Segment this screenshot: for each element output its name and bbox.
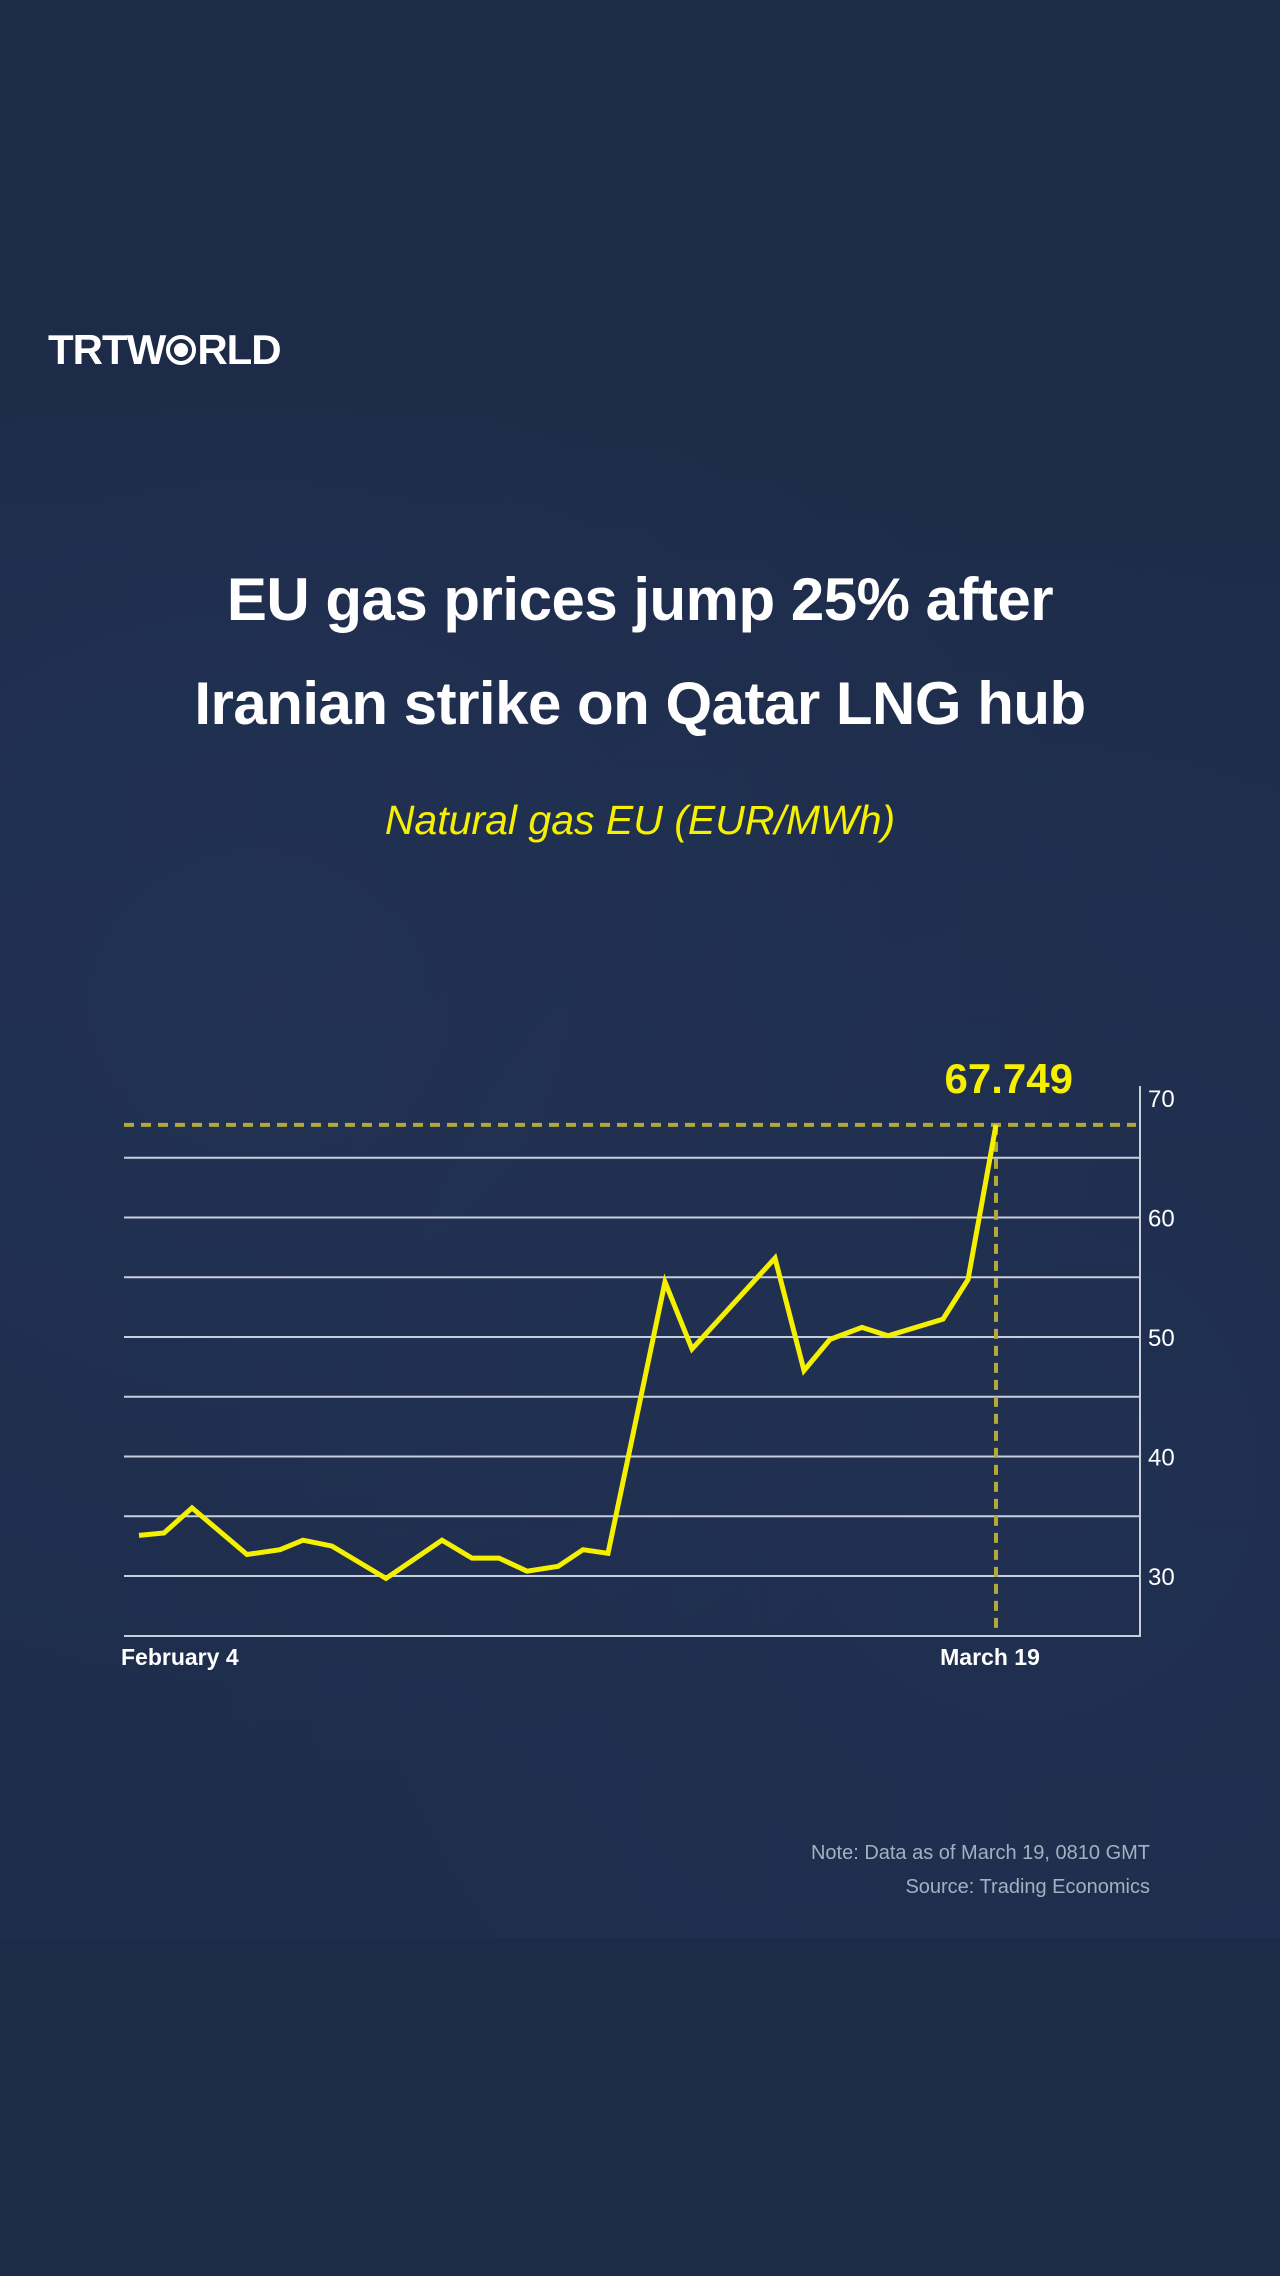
y-tick-label: 70: [1148, 1086, 1175, 1113]
title-line-2: Iranian strike on Qatar LNG hub: [194, 670, 1086, 737]
x-axis-label-start: February 4: [121, 1644, 239, 1670]
y-tick-label: 50: [1148, 1325, 1175, 1352]
logo-globe-icon: [166, 335, 197, 365]
chart-subtitle: Natural gas EU (EUR/MWh): [384, 797, 896, 843]
y-axis-tick-labels: 30 40 50 60 70: [1148, 1086, 1175, 1591]
gas-price-line: [138, 1124, 999, 1582]
page-title: EU gas prices jump 25% after Iranian str…: [0, 548, 1280, 756]
x-axis-label-end: March 19: [940, 1644, 1040, 1670]
trt-world-logo: TRT W RLD: [48, 326, 282, 373]
y-tick-label: 60: [1148, 1206, 1175, 1233]
logo-w: W: [126, 326, 167, 373]
logo-rld: RLD: [197, 326, 281, 373]
y-tick-label: 30: [1148, 1564, 1175, 1591]
chart-gridlines: [124, 1156, 1140, 1577]
background-texture: [0, 380, 1280, 1938]
logo-world-text: W RLD: [126, 326, 282, 373]
latest-value-label: 67.749: [945, 1055, 1073, 1102]
chart-footer: Note: Data as of March 19, 0810 GMT Sour…: [811, 1836, 1150, 1904]
title-line-1: EU gas prices jump 25% after: [226, 566, 1054, 633]
y-tick-label: 40: [1148, 1445, 1175, 1472]
data-note: Note: Data as of March 19, 0810 GMT: [810, 1842, 1150, 1864]
data-source: Source: Trading Economics: [905, 1876, 1150, 1898]
logo-trt-text: TRT: [48, 326, 128, 373]
